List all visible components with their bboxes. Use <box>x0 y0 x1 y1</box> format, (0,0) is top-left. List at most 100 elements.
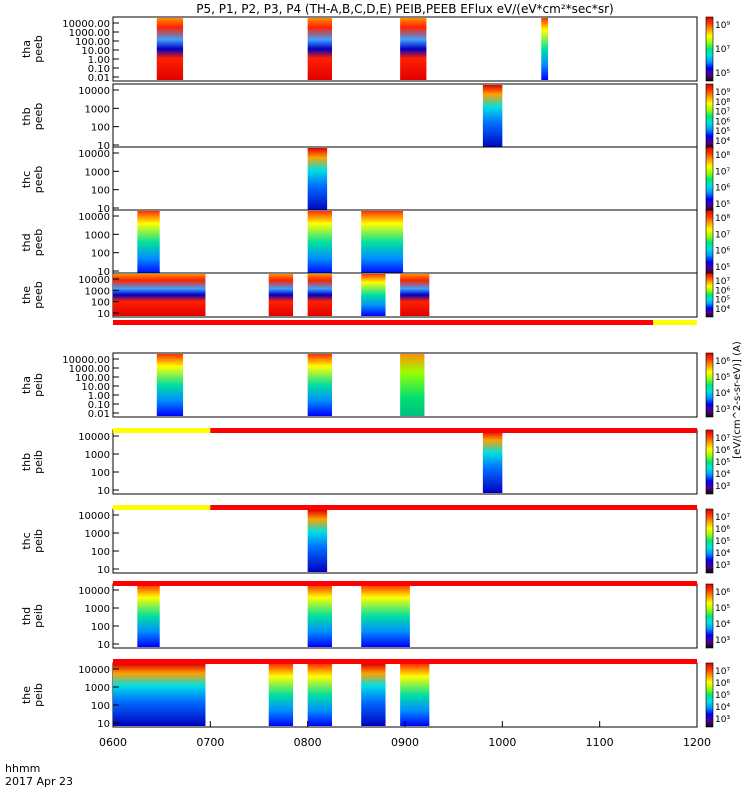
y-tick-label: 10000 <box>78 586 110 597</box>
y-tick-label: 1000.00 <box>69 28 110 39</box>
panel-thc-peeb: 10000 1000 100 10 thc peeb 10⁸ 10⁷ 10⁶ 10⁵ <box>20 146 730 215</box>
mode-bar-segment <box>210 428 698 433</box>
mode-bar <box>113 505 698 510</box>
colorbar-tick-label: 10⁵ <box>715 691 730 701</box>
spectrogram-block <box>307 510 328 572</box>
colorbar-tick-label: 10⁴ <box>715 620 730 630</box>
y-tick-label: 10 <box>97 309 110 320</box>
y-tick-label: 100 <box>91 468 110 479</box>
y-tick-label: 10000 <box>78 275 110 286</box>
x-tick-label: 1200 <box>683 736 711 749</box>
panel-thc-peib: 10000 1000 100 10 thc peib 10⁷ 10⁶ 10⁵ 10⁴ 10³ <box>20 508 730 576</box>
spectrogram-panels: 10000.001000.00100.0010.001.000.100.01th… <box>20 16 730 730</box>
colorbar-tick-label: 10⁶ <box>715 286 730 296</box>
x-tick-label: 1100 <box>586 736 614 749</box>
panel-frame <box>112 83 698 150</box>
colorbar <box>705 662 714 728</box>
spectrogram-block <box>361 585 410 647</box>
panel-thb-peib: 10000 1000 100 10 thb peib 10⁷ 10⁶ 10⁵ 10⁴ 10³ <box>20 429 730 497</box>
spectrogram-block <box>113 274 206 316</box>
colorbar-tick-label: 10⁵ <box>715 373 730 383</box>
y-tick-label: 100 <box>91 622 110 633</box>
spectrogram-block <box>307 354 332 416</box>
mode-bar-segment <box>113 428 211 433</box>
colorbar <box>705 583 714 649</box>
y-tick-label: 1000 <box>85 529 110 540</box>
y-tick-label: 10 <box>97 565 110 576</box>
y-tick-label: 10 <box>97 267 110 278</box>
x-tick-label: 0600 <box>99 736 127 749</box>
colorbar-tick-label: 10⁶ <box>715 357 730 367</box>
colorbar-tick-label: 10⁴ <box>715 305 730 315</box>
colorbar-tick-label: 10⁷ <box>715 667 730 677</box>
spectrogram-block <box>268 274 294 316</box>
colorbar-tick-label: 10⁷ <box>715 513 730 523</box>
y-tick-label: 10 <box>97 204 110 215</box>
probe-label: tha <box>20 40 33 58</box>
spectrogram-block <box>482 431 503 493</box>
colorbar <box>705 508 714 574</box>
colorbar-tick-label: 10³ <box>715 715 730 725</box>
y-tick-label: 10000.00 <box>62 355 110 366</box>
colorbar <box>705 146 714 213</box>
spectrogram-block <box>361 211 404 274</box>
colorbar-tick-label: 10³ <box>715 636 730 646</box>
spectrogram-block <box>361 274 386 316</box>
colorbar-tick-label: 10⁶ <box>715 679 730 689</box>
probe-label: thc <box>20 171 33 188</box>
colorbar-tick-label: 10⁶ <box>715 588 730 598</box>
x-tick-label: 0900 <box>391 736 419 749</box>
product-label: peeb <box>32 229 45 257</box>
mode-bar-segment <box>653 320 697 325</box>
colorbar-tick-label: 10⁷ <box>715 230 730 240</box>
spectrogram-block <box>137 211 160 274</box>
colorbar-tick-label: 10³ <box>715 482 730 492</box>
y-tick-label: 100 <box>91 701 110 712</box>
y-tick-label: 10 <box>97 486 110 497</box>
colorbar-tick-label: 10⁷ <box>715 434 730 444</box>
probe-label: thd <box>20 233 33 251</box>
y-tick-label: 1000 <box>85 604 110 615</box>
spectrogram-block <box>400 354 425 416</box>
colorbar-tick-label: 10⁹ <box>715 21 730 31</box>
colorbar-tick-label: 10⁶ <box>715 525 730 535</box>
panel-frame <box>112 429 698 495</box>
product-label: peib <box>32 683 45 707</box>
mode-bar <box>113 428 698 433</box>
mode-bar-segment <box>113 659 697 664</box>
colorbar-tick-label: 10⁵ <box>715 127 730 137</box>
panel-the-peib: 10000 1000 100 10 the peib 10⁷ 10⁶ 10⁵ 10⁴ 10³ <box>20 662 730 730</box>
probe-label: the <box>20 286 33 304</box>
spectrogram-block <box>400 274 430 316</box>
panel-frame <box>112 146 698 213</box>
product-label: peib <box>32 529 45 553</box>
product-label: peib <box>32 450 45 474</box>
colorbar-tick-label: 10⁹ <box>715 88 730 98</box>
spectrogram-block <box>156 354 184 416</box>
y-tick-label: 100.00 <box>75 373 110 384</box>
colorbar-tick-label: 10⁴ <box>715 470 730 480</box>
spectrogram-block <box>361 664 386 726</box>
colorbar <box>705 83 714 150</box>
colorbar-tick-label: 10⁶ <box>715 117 730 127</box>
y-tick-label: 1000 <box>85 450 110 461</box>
colorbar-tick-label: 10⁵ <box>715 604 730 614</box>
y-tick-label: 1000 <box>85 286 110 297</box>
colorbar-tick-label: 10⁷ <box>715 167 730 177</box>
colorbar-tick-label: 10⁵ <box>715 69 730 79</box>
probe-label: thc <box>20 532 33 549</box>
y-tick-label: 10000 <box>78 212 110 223</box>
mode-bar <box>113 320 697 325</box>
colorbar <box>705 16 714 82</box>
y-tick-label: 100 <box>91 298 110 309</box>
spectrogram-block <box>400 664 430 726</box>
colorbar-tick-label: 10⁴ <box>715 703 730 713</box>
spectrogram-block <box>541 18 549 80</box>
colorbar-tick-label: 10⁸ <box>715 151 730 161</box>
product-label: peeb <box>32 281 45 309</box>
colorbar-tick-label: 10⁶ <box>715 184 730 194</box>
